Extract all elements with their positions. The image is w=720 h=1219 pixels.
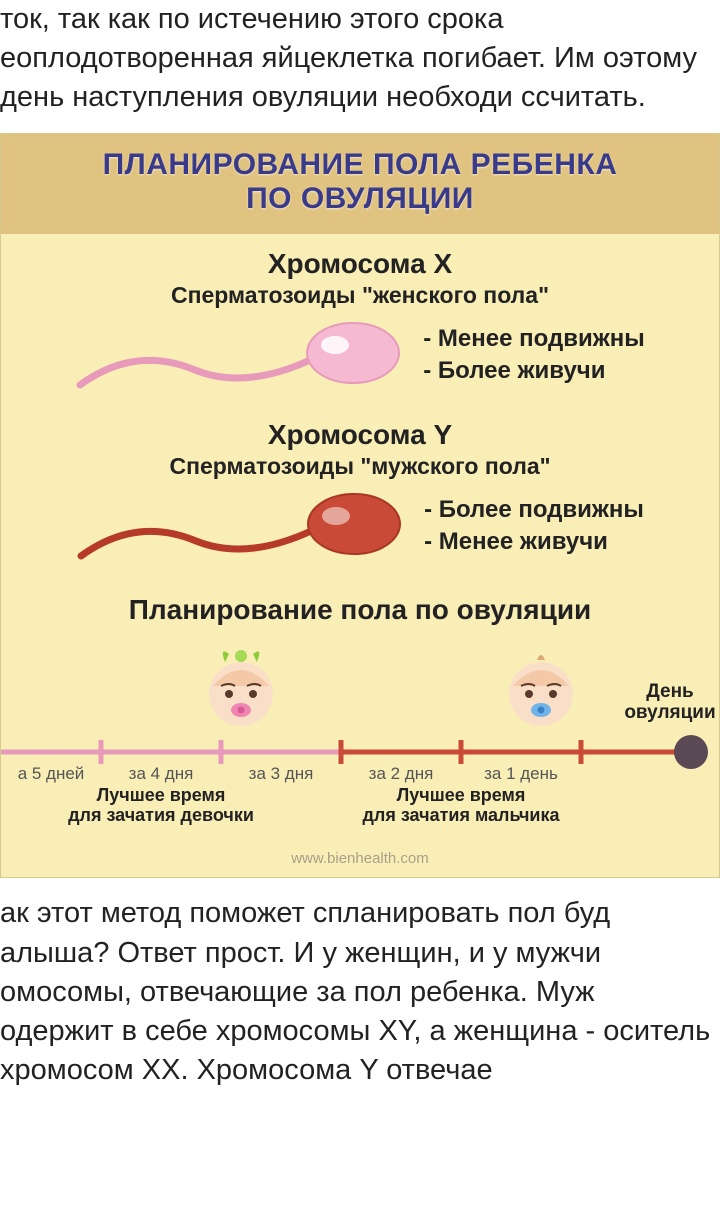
seg-label: за 3 дня <box>221 764 341 784</box>
chromosome-x-heading: Хромосома X <box>1 248 719 280</box>
bullet: - Более живучи <box>423 355 644 387</box>
sperm-x-icon <box>75 315 405 395</box>
baby-boy-icon <box>499 642 583 732</box>
chromosome-y-block: Хромосома Y Сперматозоиды "мужского пола… <box>1 405 719 576</box>
baby-girl-icon <box>199 642 283 732</box>
chromosome-x-sub: Сперматозоиды "женского пола" <box>1 282 719 309</box>
infographic-title-line2: ПО ОВУЛЯЦИИ <box>11 182 709 216</box>
infographic: ПЛАНИРОВАНИЕ ПОЛА РЕБЕНКА ПО ОВУЛЯЦИИ Хр… <box>0 133 720 878</box>
seg-label: за 1 день <box>461 764 581 784</box>
chromosome-y-sub: Сперматозоиды "мужского пола" <box>1 453 719 480</box>
seg-label: за 4 дня <box>101 764 221 784</box>
best-boy-label: Лучшее времядля зачатия мальчика <box>341 786 581 826</box>
infographic-header: ПЛАНИРОВАНИЕ ПОЛА РЕБЕНКА ПО ОВУЛЯЦИИ <box>1 134 719 234</box>
infographic-title-line1: ПЛАНИРОВАНИЕ ПОЛА РЕБЕНКА <box>11 148 709 182</box>
chromosome-x-bullets: - Менее подвижны - Более живучи <box>423 323 644 388</box>
chromosome-x-block: Хромосома X Сперматозоиды "женского пола… <box>1 234 719 405</box>
chromosome-y-heading: Хромосома Y <box>1 419 719 451</box>
article-bottom-text: ак этот метод поможет спланировать пол б… <box>0 878 720 1106</box>
bullet: - Менее живучи <box>424 526 644 558</box>
best-girl-label: Лучшее времядля зачатия девочки <box>41 786 281 826</box>
planning-title: Планирование пола по овуляции <box>1 576 719 636</box>
chromosome-y-bullets: - Более подвижны - Менее живучи <box>424 494 644 559</box>
ovulation-day-label: Деньовуляции <box>615 682 720 724</box>
seg-label: за 2 дня <box>341 764 461 784</box>
bullet: - Более подвижны <box>424 494 644 526</box>
timeline: Деньовуляции а 5 дней за 4 дня за 3 дня … <box>1 636 719 846</box>
footer-url: www.bienhealth.com <box>1 846 719 877</box>
seg-label: а 5 дней <box>0 764 111 784</box>
sperm-y-icon <box>76 486 406 566</box>
bullet: - Менее подвижны <box>423 323 644 355</box>
article-top-text: ток, так как по истечению этого срока ео… <box>0 0 720 133</box>
